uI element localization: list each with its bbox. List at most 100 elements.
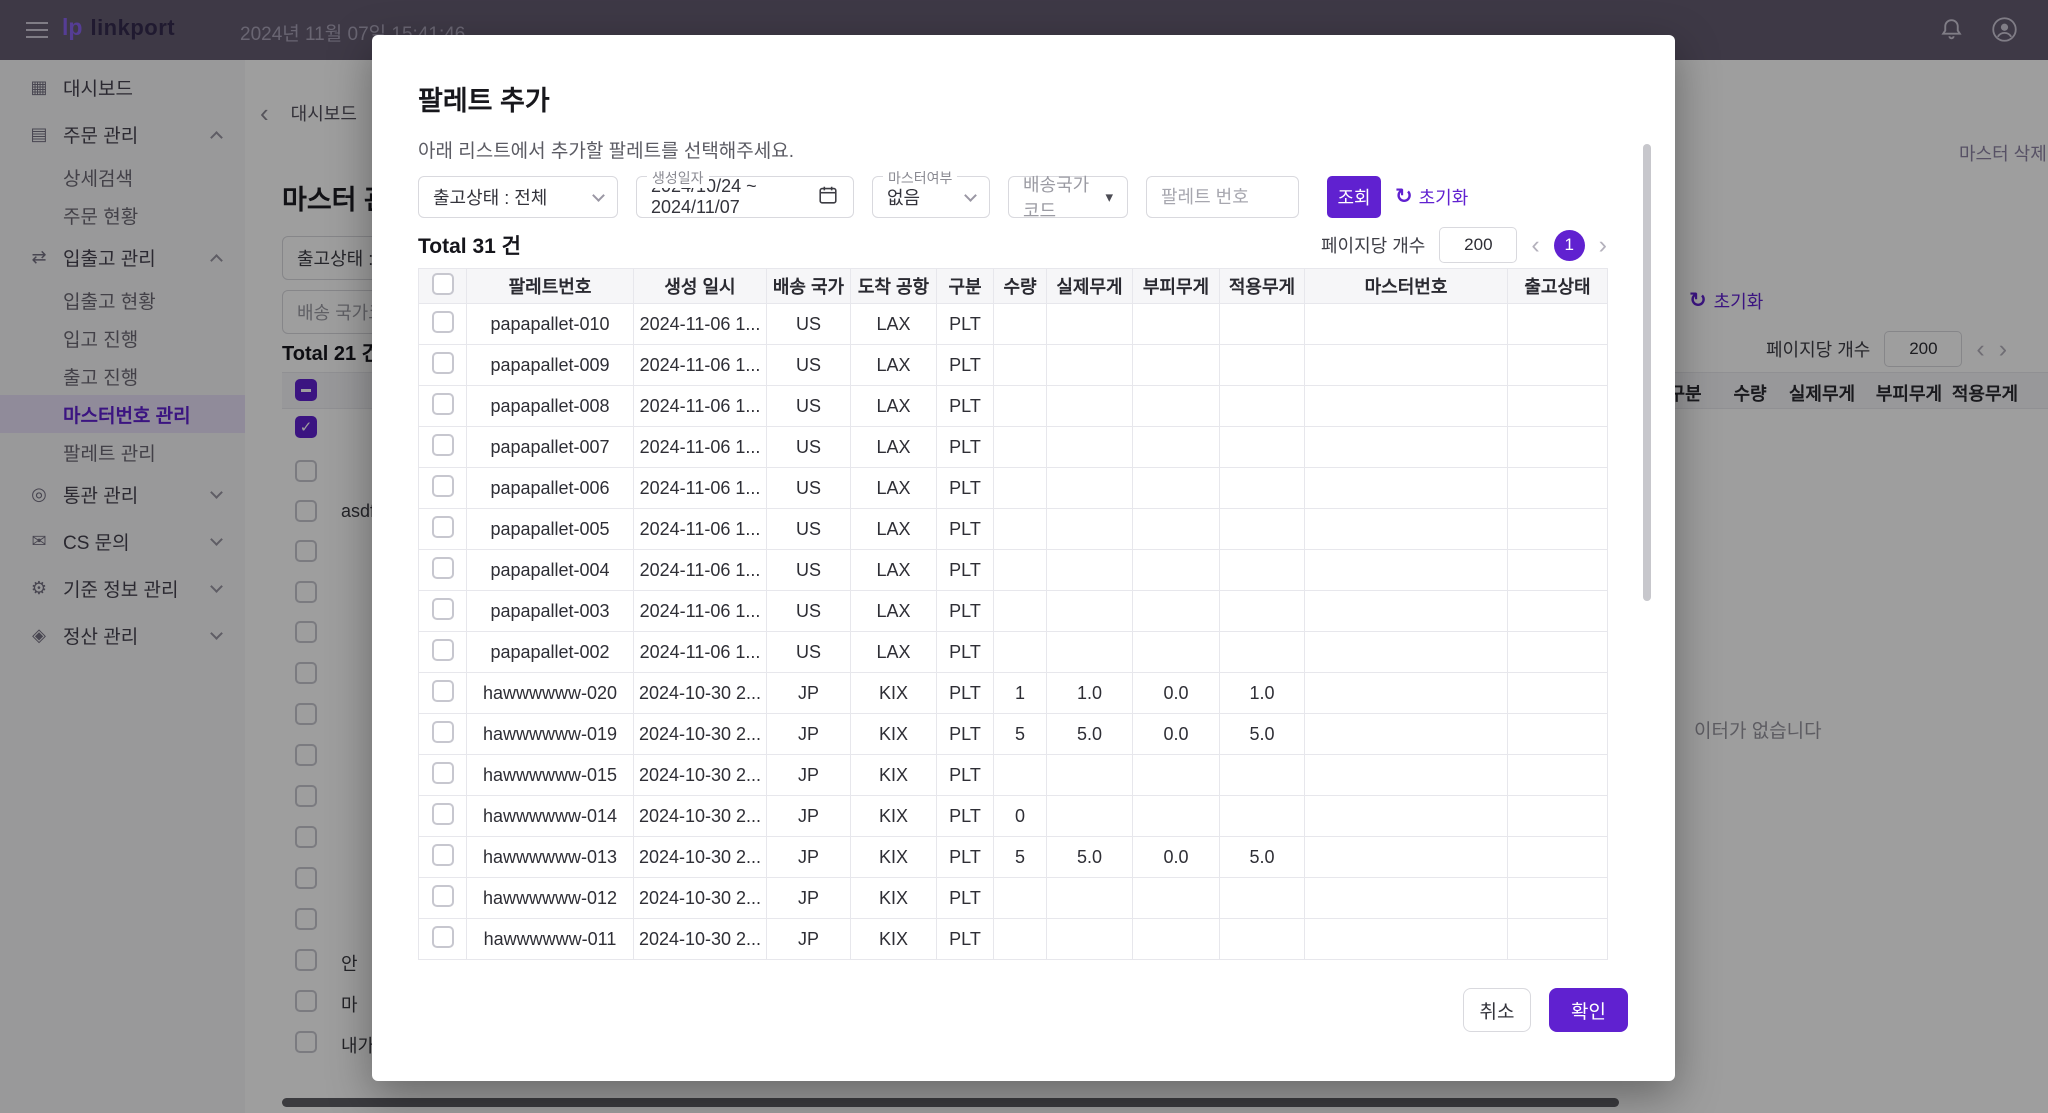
bg-row-checkbox[interactable] [295, 500, 317, 522]
back-chevron-icon[interactable]: ‹ [260, 98, 269, 128]
row-checkbox[interactable] [431, 802, 454, 825]
table-row[interactable]: papapallet-007 2024-11-06 1... US LAX PL… [418, 426, 1608, 468]
bg-per-page-input[interactable]: 200 [1884, 331, 1963, 367]
prev-page-icon[interactable]: ‹ [1531, 231, 1540, 259]
row-checkbox[interactable] [431, 843, 454, 866]
bg-row-checkbox[interactable] [295, 785, 317, 807]
table-row[interactable]: hawwwwww-015 2024-10-30 2... JP KIX PLT [418, 754, 1608, 796]
sidebar-item-master-number[interactable]: 마스터번호 관리 [0, 395, 245, 433]
bg-row-checkbox[interactable] [295, 908, 317, 930]
per-page-input[interactable]: 200 [1439, 227, 1518, 263]
row-checkbox[interactable] [431, 474, 454, 497]
bg-row-checkbox[interactable] [295, 621, 317, 643]
bg-row-checkbox[interactable] [295, 949, 317, 971]
table-row[interactable]: hawwwwww-011 2024-10-30 2... JP KIX PLT [418, 918, 1608, 960]
next-page-icon[interactable]: › [1998, 335, 2008, 363]
inout-icon: ⇄ [31, 247, 47, 267]
table-row[interactable]: hawwwwww-014 2024-10-30 2... JP KIX PLT … [418, 795, 1608, 837]
sidebar-section-customs[interactable]: ◎ 통관 관리 [0, 471, 245, 518]
bg-row-checkbox[interactable] [295, 581, 317, 603]
table-row[interactable]: papapallet-006 2024-11-06 1... US LAX PL… [418, 467, 1608, 509]
current-page-button[interactable]: 1 [1553, 229, 1585, 261]
bg-header-checkbox[interactable] [295, 379, 317, 401]
sidebar-item-pallet-management[interactable]: 팔레트 관리 [0, 433, 245, 471]
cell-qty [993, 508, 1047, 550]
calendar-icon[interactable] [817, 184, 839, 211]
breadcrumb-item-dashboard[interactable]: 대시보드 [290, 104, 357, 124]
sidebar-item-inout-status[interactable]: 입출고 현황 [0, 281, 245, 319]
created-date-range-input[interactable]: 생성일자 2024/10/24 ~ 2024/11/07 [636, 168, 854, 218]
table-row[interactable]: papapallet-002 2024-11-06 1... US LAX PL… [418, 631, 1608, 673]
table-row[interactable]: hawwwwww-019 2024-10-30 2... JP KIX PLT … [418, 713, 1608, 755]
search-button[interactable]: 조회 [1327, 176, 1381, 218]
table-row[interactable]: papapallet-008 2024-11-06 1... US LAX PL… [418, 385, 1608, 427]
sidebar-section-settlement[interactable]: ◈ 정산 관리 [0, 612, 245, 659]
cell-ship-status [1507, 836, 1608, 878]
table-row[interactable]: hawwwwww-013 2024-10-30 2... JP KIX PLT … [418, 836, 1608, 878]
table-row[interactable]: papapallet-004 2024-11-06 1... US LAX PL… [418, 549, 1608, 591]
bg-row-checkbox[interactable] [295, 540, 317, 562]
row-checkbox[interactable] [431, 679, 454, 702]
row-checkbox[interactable] [431, 392, 454, 415]
row-checkbox[interactable] [431, 761, 454, 784]
row-checkbox[interactable] [431, 556, 454, 579]
table-row[interactable]: papapallet-003 2024-11-06 1... US LAX PL… [418, 590, 1608, 632]
sidebar-item-outbound-progress[interactable]: 출고 진행 [0, 357, 245, 395]
ship-status-select[interactable]: 출고상태 : 전체 [418, 176, 618, 218]
sidebar-section-cs[interactable]: ✉ CS 문의 [0, 518, 245, 565]
bg-row-checkbox[interactable] [295, 744, 317, 766]
bg-row-checkbox[interactable] [295, 826, 317, 848]
pallet-number-input[interactable] [1146, 176, 1299, 218]
next-page-icon[interactable]: › [1598, 231, 1607, 259]
table-row[interactable]: hawwwwww-012 2024-10-30 2... JP KIX PLT [418, 877, 1608, 919]
app-logo[interactable]: lp linkport [62, 14, 175, 41]
sidebar-item-dashboard[interactable]: ▦ 대시보드 [0, 64, 245, 111]
user-avatar-icon[interactable] [1991, 16, 2018, 48]
row-checkbox[interactable] [431, 884, 454, 907]
master-status-select[interactable]: 마스터여부 없음 [872, 168, 990, 218]
reset-button[interactable]: ↻ 초기화 [1395, 184, 1468, 210]
confirm-button[interactable]: 확인 [1549, 988, 1628, 1032]
bg-column-actual-weight: 실제무게 [1788, 384, 1856, 404]
row-checkbox[interactable] [431, 351, 454, 374]
cancel-button[interactable]: 취소 [1463, 988, 1531, 1032]
row-checkbox[interactable] [431, 515, 454, 538]
table-row[interactable]: papapallet-010 2024-11-06 1... US LAX PL… [418, 303, 1608, 345]
row-checkbox[interactable] [431, 925, 454, 948]
select-all-checkbox[interactable] [431, 272, 454, 295]
row-checkbox[interactable] [431, 720, 454, 743]
bg-horizontal-scrollbar[interactable] [282, 1098, 1619, 1107]
sidebar-item-inbound-progress[interactable]: 입고 진행 [0, 319, 245, 357]
bg-row-checkbox[interactable] [295, 990, 317, 1012]
cell-arrival-airport: LAX [850, 426, 937, 468]
modal-scrollbar-thumb[interactable] [1643, 144, 1651, 601]
table-row[interactable]: papapallet-009 2024-11-06 1... US LAX PL… [418, 344, 1608, 386]
sidebar-section-inout[interactable]: ⇄ 입출고 관리 [0, 234, 245, 281]
table-row[interactable]: hawwwwww-020 2024-10-30 2... JP KIX PLT … [418, 672, 1608, 714]
row-checkbox[interactable] [431, 597, 454, 620]
bg-row-checkbox[interactable] [295, 460, 317, 482]
row-checkbox[interactable] [431, 310, 454, 333]
sidebar-item-order-status[interactable]: 주문 현황 [0, 196, 245, 234]
row-checkbox[interactable] [431, 433, 454, 456]
row-checkbox-cell [418, 508, 467, 550]
ship-country-select[interactable]: 배송국가코드 ▾ [1008, 175, 1128, 221]
bg-row-checkbox[interactable] [295, 867, 317, 889]
cell-ship-country: JP [766, 918, 851, 960]
notification-bell-icon[interactable] [1939, 17, 1964, 47]
sidebar-section-base-info[interactable]: ⚙ 기준 정보 관리 [0, 565, 245, 612]
cell-master-no [1304, 836, 1508, 878]
sidebar-section-orders[interactable]: ▤ 주문 관리 [0, 111, 245, 158]
bg-row-checkbox[interactable] [295, 1031, 317, 1053]
table-row[interactable]: papapallet-005 2024-11-06 1... US LAX PL… [418, 508, 1608, 550]
bg-row-checkbox[interactable] [295, 662, 317, 684]
sidebar-item-detail-search[interactable]: 상세검색 [0, 158, 245, 196]
bg-row-checkbox[interactable]: ✓ [295, 416, 317, 438]
bg-reset-button[interactable]: ↻ 초기화 [1689, 288, 1763, 314]
bg-row-checkbox[interactable] [295, 703, 317, 725]
prev-page-icon[interactable]: ‹ [1976, 335, 1985, 363]
row-checkbox[interactable] [431, 638, 454, 661]
hamburger-menu-icon[interactable] [26, 29, 48, 31]
master-delete-button[interactable]: 마스터 삭제 [1959, 144, 2047, 164]
cell-created-at: 2024-11-06 1... [633, 426, 767, 468]
